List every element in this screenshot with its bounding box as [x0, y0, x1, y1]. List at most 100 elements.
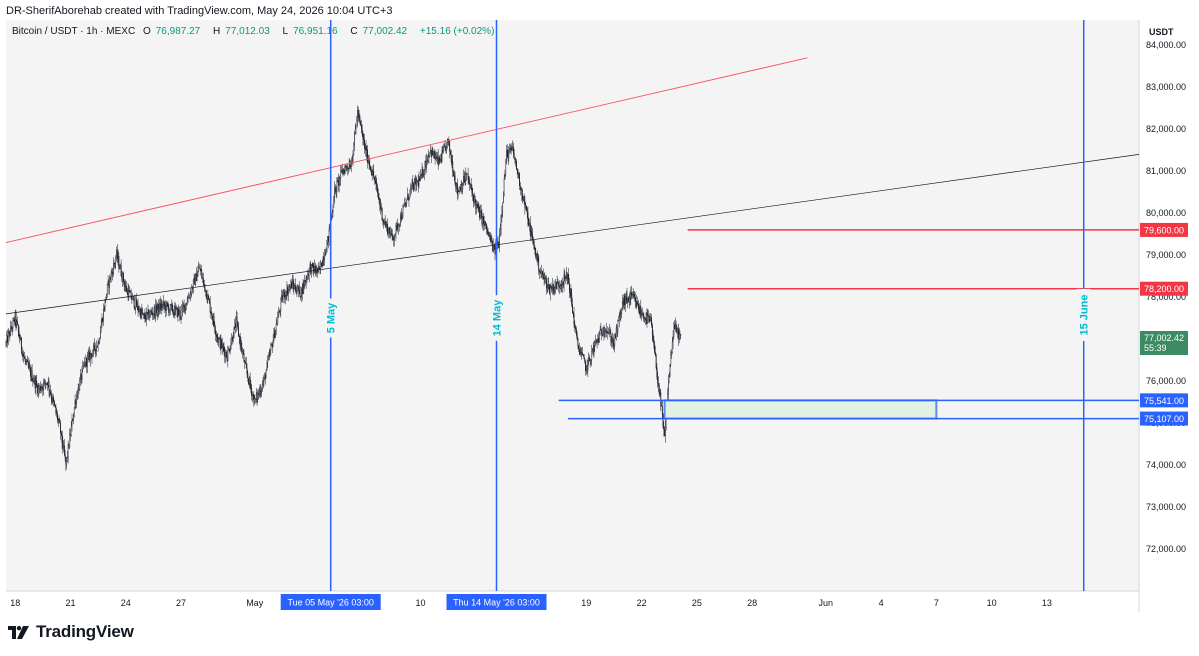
candle-body [393, 237, 395, 241]
candle-body [328, 228, 330, 242]
candle-body [111, 272, 113, 274]
candle-body [152, 313, 154, 316]
candle-body [100, 325, 102, 333]
candle-body [295, 290, 297, 294]
candle-body [650, 317, 652, 322]
candle-body [24, 356, 25, 359]
candle-body [468, 179, 470, 184]
candle-body [36, 380, 38, 386]
candle-body [284, 291, 286, 299]
candle-body [247, 373, 249, 379]
candle-body [38, 387, 40, 390]
candle-body [288, 289, 289, 295]
candle-body [154, 307, 156, 317]
candle-body [489, 235, 491, 237]
candle-body [389, 232, 391, 237]
candle-body [529, 223, 530, 226]
candle-body [79, 380, 81, 391]
candle-body [178, 309, 180, 315]
candle-body [420, 174, 422, 176]
candle-body [325, 251, 327, 255]
candle-body [161, 304, 163, 308]
candle-body [659, 392, 661, 395]
candle-body [319, 268, 321, 270]
candle-body [517, 170, 519, 178]
candle-body [348, 164, 350, 170]
candle-body [575, 326, 576, 330]
candle-body [648, 315, 649, 317]
candle-body [505, 163, 507, 174]
candle-body [632, 293, 634, 295]
candle-body [288, 286, 290, 290]
candle-body [412, 181, 414, 185]
candle-body [313, 267, 315, 273]
attribution-header: DR-SherifAborehab created with TradingVi… [6, 5, 393, 17]
candle-body [397, 223, 398, 230]
candle-body [500, 215, 502, 230]
vertical-line-label: 5 May [326, 302, 338, 333]
candle-body [629, 296, 631, 301]
candle-body [143, 313, 145, 316]
candle-body [212, 315, 213, 321]
candle-body [218, 337, 220, 339]
price-axis-pane [1139, 20, 1199, 612]
candle-body [362, 132, 364, 140]
candle-body [341, 170, 343, 174]
chart-area[interactable]: USDT72,000.0073,000.0074,000.0075,000.00… [0, 20, 1199, 612]
candle-body [478, 207, 480, 210]
candle-body [135, 299, 137, 309]
candle-body [56, 412, 58, 414]
candle-body [512, 146, 514, 150]
candle-body [121, 275, 123, 281]
candle-body [347, 167, 349, 169]
candle-body [366, 149, 368, 156]
candle-body [404, 203, 406, 205]
candle-body [263, 377, 265, 383]
candle-body [392, 234, 394, 240]
candle-body [475, 201, 477, 209]
candle-body [180, 316, 182, 318]
candle-body [314, 266, 316, 272]
legend-symbol: Bitcoin / USDT · 1h · MEXC [12, 26, 136, 37]
candle-body [96, 346, 97, 352]
candle-body [129, 291, 131, 293]
candle-body [86, 357, 88, 367]
x-tick-label: 4 [879, 598, 884, 608]
candle-body [411, 181, 413, 186]
candle-body [37, 387, 39, 394]
candle-body [127, 289, 129, 298]
candle-body [635, 301, 637, 307]
candle-body [251, 394, 253, 396]
candle-body [385, 224, 387, 226]
tradingview-footer[interactable]: TradingView [8, 622, 134, 642]
candle-body [245, 361, 246, 364]
candle-body [651, 317, 652, 326]
candle-body [222, 344, 224, 348]
candle-body [377, 192, 379, 198]
candle-body [658, 383, 659, 386]
candle-body [464, 179, 466, 182]
candle-body [614, 334, 616, 347]
candle-body [219, 337, 221, 349]
candle-body [116, 249, 118, 259]
candle-body [486, 229, 488, 234]
candle-body [671, 351, 672, 356]
candle-body [498, 242, 500, 248]
candle-body [384, 221, 386, 226]
candle-body [264, 374, 266, 379]
candle-body [320, 262, 322, 269]
chart-canvas[interactable]: USDT72,000.0073,000.0074,000.0075,000.00… [0, 20, 1199, 612]
candle-body [539, 272, 541, 274]
candle-body [87, 355, 89, 357]
candle-body [57, 420, 59, 422]
candle-body [479, 210, 481, 218]
candle-body [608, 330, 610, 334]
candle-body [260, 391, 262, 395]
candle-body [415, 178, 417, 186]
candle-body [499, 234, 500, 248]
candle-body [674, 324, 676, 330]
candle-body [76, 395, 78, 397]
y-tick-label: 76,000.00 [1146, 376, 1186, 386]
candle-body [391, 230, 393, 236]
candle-body [172, 304, 173, 313]
